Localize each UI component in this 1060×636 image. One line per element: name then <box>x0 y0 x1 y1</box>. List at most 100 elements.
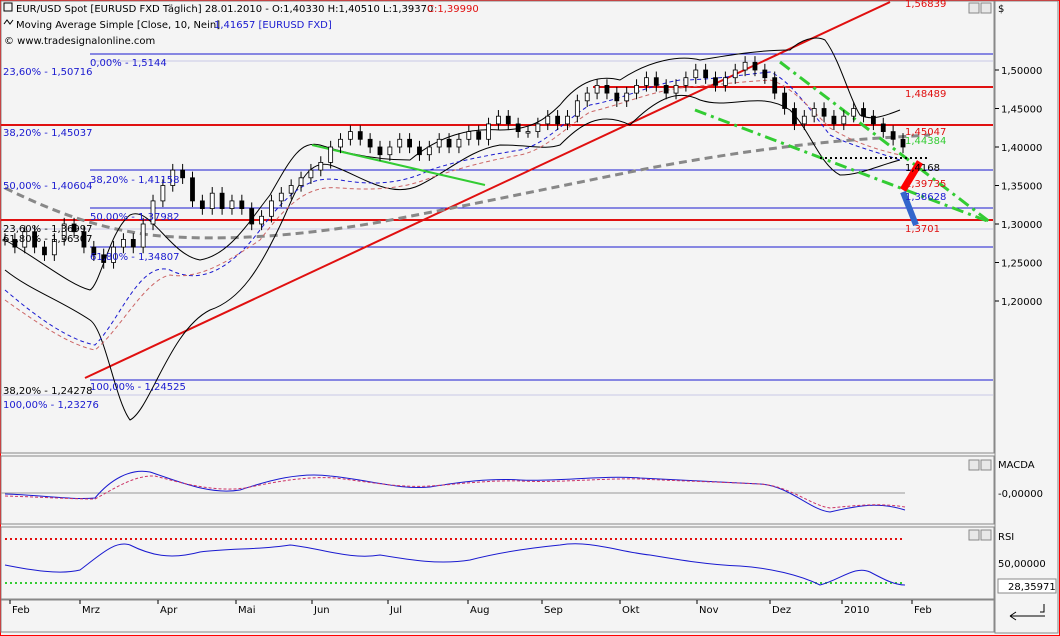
candle-body <box>22 231 28 248</box>
candle-body <box>496 115 501 125</box>
candle-body <box>762 69 768 79</box>
time-tick-label: Okt <box>622 605 640 616</box>
fib-label-6180-left: 61,80% - 1,36307 <box>3 234 92 245</box>
right-label-2: 1,45047 <box>905 127 946 138</box>
candle-body <box>288 185 294 194</box>
candle-body <box>2 238 8 242</box>
candle-body <box>594 85 600 94</box>
fib-label-5000-mid: 50,00% - 1,37982 <box>90 212 179 223</box>
fib-label-100-mid: 100,00% - 1,24525 <box>90 382 186 393</box>
candle-body <box>792 108 797 125</box>
candle-body <box>278 192 284 202</box>
candle-body <box>357 131 363 140</box>
price-tick-label: 1,45000 <box>1001 105 1042 116</box>
candle-body <box>150 200 156 225</box>
header-line2a: Moving Average Simple [Close, 10, Nein] <box>16 20 220 31</box>
time-tick-label: Nov <box>699 605 719 616</box>
candle-body <box>574 100 580 117</box>
rsi-close-button[interactable] <box>980 529 992 541</box>
time-tick-label: Jun <box>313 605 330 616</box>
corner-icon <box>1040 604 1045 613</box>
candle-body <box>121 238 126 248</box>
candle-body <box>417 146 422 156</box>
macda-close-button[interactable] <box>980 459 992 471</box>
green-channel-lower <box>694 108 991 224</box>
right-level-labels: 1,56839 1,48489 1,45047 1,44384 1,4168 1… <box>905 0 946 235</box>
long-moving-average <box>4 133 931 240</box>
candle-body <box>347 131 353 140</box>
price-tick-label: 1,40000 <box>1001 143 1042 154</box>
candle-body <box>101 254 107 263</box>
candle-body <box>81 231 87 248</box>
time-axis-panel <box>0 599 995 633</box>
price-panel-buttons <box>968 2 992 541</box>
macda-minimize-button[interactable] <box>968 459 980 471</box>
right-label-5: 1,39735 <box>905 179 946 190</box>
time-axis-ticks: Feb Mrz Apr Mai Jun Jul Aug Sep Okt Nov Dez 2010 Feb <box>9 600 932 616</box>
price-tick-label: 1,20000 <box>1001 297 1042 308</box>
candle-body <box>239 200 245 209</box>
candle-body <box>525 131 531 134</box>
candle-body <box>407 138 412 148</box>
minimize-button[interactable] <box>968 2 980 14</box>
candle-body <box>456 138 462 148</box>
header-line1: EUR/USD Spot [EURUSD FXD Täglich] 28.01.… <box>16 4 433 15</box>
candle-body <box>308 169 314 179</box>
rsi-label: RSI <box>998 532 1014 543</box>
candle-body <box>683 77 689 86</box>
price-axis-panel <box>994 0 1059 634</box>
fib-label-6180-mid: 61,80% - 1,34807 <box>90 252 179 263</box>
candle-body <box>722 77 728 86</box>
fib-label-0: 0,00% - 1,5144 <box>90 58 167 69</box>
macda-panel <box>0 455 995 525</box>
rsi-value-box <box>997 578 1057 594</box>
candle-body <box>693 69 699 79</box>
candle-body <box>91 246 97 256</box>
close-button[interactable] <box>980 2 992 14</box>
price-axis-ticks: 1,50000 1,45000 1,40000 1,35000 1,30000 1,250… <box>995 66 1042 308</box>
candle-body <box>130 238 136 248</box>
time-tick-label: Aug <box>470 605 490 616</box>
candle-body <box>653 77 659 86</box>
candle-body <box>880 123 886 133</box>
fib-label-2360: 23,60% - 1,50716 <box>3 67 92 78</box>
candle-body <box>367 138 373 148</box>
candle-body <box>426 146 432 156</box>
candle-body <box>190 177 195 202</box>
candle-body <box>111 246 116 263</box>
scroll-left-icon[interactable] <box>1009 611 1045 621</box>
candle-body <box>811 108 817 117</box>
right-label-6: 1,38628 <box>905 192 946 203</box>
candle-body <box>505 115 511 125</box>
candle-body <box>713 77 718 86</box>
candle-body <box>841 115 847 125</box>
rsi-minimize-button[interactable] <box>968 529 980 541</box>
candle-body <box>71 223 77 233</box>
price-tick-label: 1,35000 <box>1001 182 1042 193</box>
candle-body <box>446 138 452 148</box>
candle-body <box>180 169 186 179</box>
candle-body <box>801 115 807 125</box>
candle-body <box>199 200 205 209</box>
candle-body <box>732 69 738 79</box>
candle-body <box>328 146 334 163</box>
candle-body <box>535 123 541 133</box>
candle-body <box>703 69 709 79</box>
candlestick-series <box>2 56 906 269</box>
candle-body <box>831 115 837 125</box>
candle-body <box>259 215 264 225</box>
fib-label-100-left: 100,00% - 1,23276 <box>3 400 99 411</box>
price-tick-label: 1,50000 <box>1001 66 1042 77</box>
time-tick-label: Mai <box>238 605 256 616</box>
candle-body <box>318 161 324 171</box>
fib-label-3820b: 38,20% - 1,24278 <box>3 386 92 397</box>
candle-body <box>624 92 630 102</box>
candle-body <box>377 146 383 156</box>
candle-body <box>742 61 748 71</box>
candle-icon <box>3 2 13 12</box>
candle-body <box>673 85 679 94</box>
candle-body <box>42 246 47 256</box>
rsi-line <box>4 543 906 586</box>
right-label-3: 1,44384 <box>905 136 946 147</box>
